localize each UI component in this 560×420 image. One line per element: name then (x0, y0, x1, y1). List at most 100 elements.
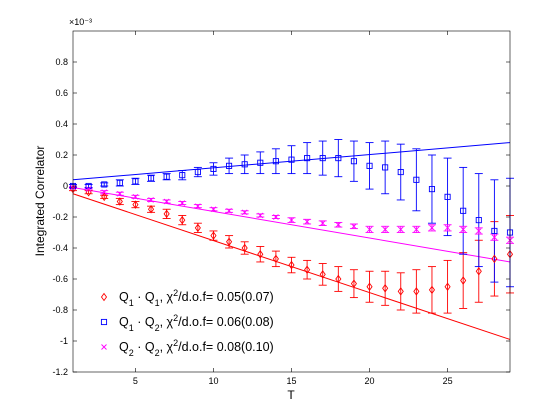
data-point (319, 270, 326, 279)
data-point (163, 173, 170, 180)
y-tick-label: 0.8 (55, 57, 68, 67)
x-tick-label: 10 (208, 376, 218, 386)
legend-label-part: , χ (160, 290, 174, 304)
data-point (101, 192, 108, 202)
data-point (491, 234, 498, 240)
data-point (366, 226, 373, 233)
y-tick-label: -1 (60, 336, 68, 346)
data-point (241, 209, 248, 216)
data-point (195, 203, 201, 209)
data-point (194, 223, 201, 233)
data-point (210, 165, 217, 173)
data-point (491, 227, 498, 235)
data-point (226, 162, 233, 169)
data-point (148, 197, 154, 203)
data-point (428, 285, 436, 295)
data-point (257, 249, 264, 259)
data-point (288, 260, 295, 270)
data-point (272, 254, 279, 264)
data-point (382, 284, 389, 293)
data-point (304, 265, 311, 274)
data-point (366, 282, 373, 292)
y-tick-label: -0.2 (52, 212, 68, 222)
legend-label-part: /d.o.f= 0.05(0.07) (178, 290, 274, 304)
data-point (226, 207, 232, 214)
data-point (179, 200, 186, 206)
legend-label-part: · Q (134, 315, 155, 329)
data-point (147, 204, 155, 214)
data-point (304, 155, 311, 162)
y-axis-label: Integrated Correlator (33, 146, 47, 257)
data-point (304, 218, 310, 225)
data-point (132, 178, 139, 185)
data-point (413, 176, 420, 183)
data-point (257, 159, 264, 166)
data-point (397, 168, 404, 176)
data-point (117, 190, 123, 197)
data-point (444, 193, 451, 200)
y-tick-label: 0.2 (55, 150, 68, 160)
x-tick-label: 5 (133, 376, 138, 386)
data-point (147, 175, 155, 182)
x-axis-label: T (287, 388, 295, 402)
data-point (366, 162, 373, 169)
legend-label-part: · Q (134, 290, 155, 304)
legend-label-part: Q (119, 315, 129, 329)
data-point (429, 225, 435, 231)
data-point (444, 225, 451, 231)
data-point (350, 158, 357, 165)
data-point (101, 189, 108, 196)
data-point (288, 156, 295, 163)
data-point (397, 226, 404, 233)
legend-label-part: /d.o.f= 0.08(0.10) (178, 340, 274, 354)
legend-label-part: 1 (129, 298, 134, 308)
data-point (351, 223, 357, 230)
data-point (210, 206, 217, 213)
data-point (428, 186, 436, 193)
data-point (116, 197, 123, 206)
data-point (382, 226, 388, 233)
legend-label-part: Q (119, 340, 129, 354)
data-point (335, 155, 342, 162)
data-point (132, 200, 139, 209)
legend-label-part: 2 (129, 348, 134, 358)
data-point (460, 276, 467, 285)
legend-label-part: , χ (160, 340, 174, 354)
data-point (100, 292, 108, 302)
legend-label-part: 2 (173, 288, 178, 298)
legend-label-part: 2 (155, 348, 160, 358)
data-point (210, 231, 217, 240)
legend-label-part: /d.o.f= 0.06(0.08) (178, 315, 274, 329)
data-point (194, 168, 201, 176)
data-point (319, 220, 326, 227)
data-point (85, 186, 92, 192)
y-tick-label: 0.4 (55, 119, 68, 129)
data-point (226, 237, 233, 247)
y-axis-ticks: -1.2 -1 -0.8 -0.6 -0.4 -0.2 0 0.2 0.4 0.6 0.8 (52, 57, 510, 377)
y-tick-label: 0.6 (55, 88, 68, 98)
x-tick-label: 25 (443, 376, 453, 386)
y-exponent-label: ×10⁻³ (69, 17, 92, 27)
legend-label-part: 2 (173, 313, 178, 323)
data-point (163, 198, 170, 205)
data-point (100, 318, 108, 326)
data-point (397, 287, 404, 296)
data-markers (69, 155, 514, 296)
data-point (475, 228, 482, 234)
data-point (116, 179, 123, 186)
data-point (460, 207, 467, 214)
legend-label: Q1 · Q1, χ2/d.o.f= 0.05(0.07) (119, 288, 274, 308)
data-point (413, 226, 420, 233)
legend-label: Q2 · Q2, χ2/d.o.f= 0.08(0.10) (119, 338, 274, 358)
data-point (273, 214, 279, 220)
data-point (413, 287, 420, 296)
fit-line (72, 187, 511, 263)
x-axis-ticks: 5 10 15 20 25 (133, 31, 453, 386)
legend-label-part: · Q (134, 340, 155, 354)
data-point (132, 194, 139, 200)
y-tick-label: -1.2 (52, 367, 68, 377)
data-point (335, 221, 342, 228)
x-tick-label: 20 (365, 376, 375, 386)
data-point (475, 217, 482, 224)
data-point (382, 164, 389, 171)
